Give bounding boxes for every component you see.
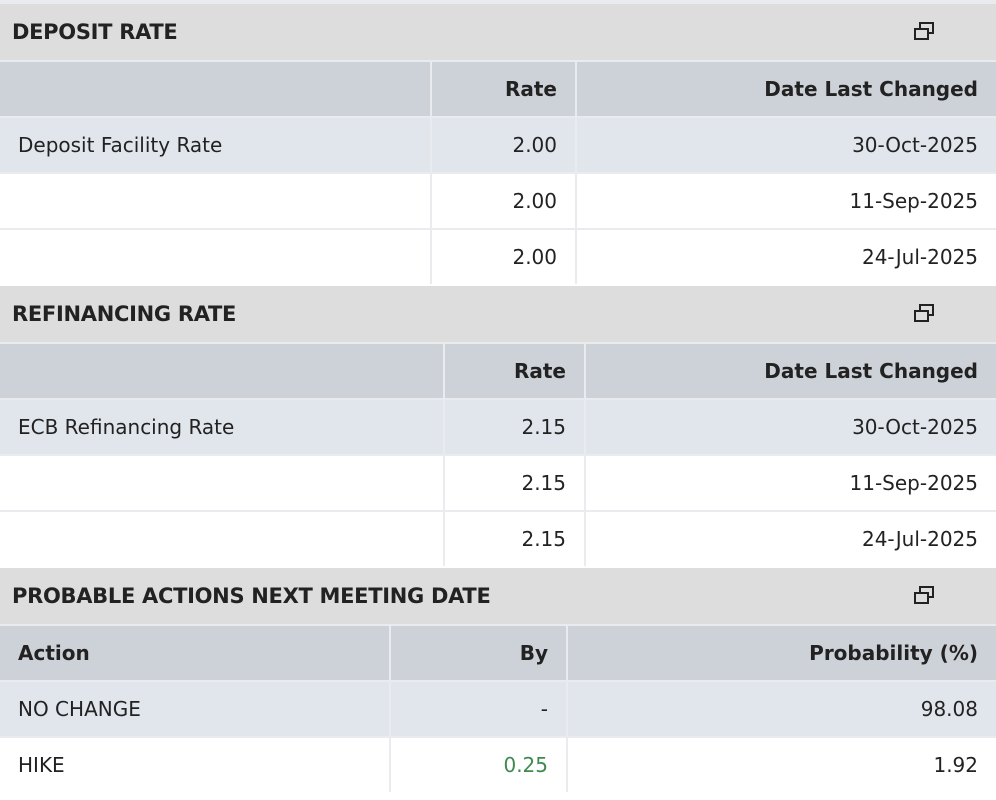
table-cell: 30-Oct-2025 [586, 400, 996, 454]
section-title: REFINANCING RATE [12, 302, 237, 326]
header-cell [0, 344, 443, 398]
table-cell [0, 230, 430, 284]
table-cell: 98.08 [568, 682, 996, 736]
section: PROBABLE ACTIONS NEXT MEETING DATE Action… [0, 568, 996, 792]
table-cell: 11-Sep-2025 [586, 456, 996, 510]
table: Rate Date Last Changed ECB Refinancing Rat… [0, 344, 996, 566]
header-cell: Date Last Changed [586, 344, 996, 398]
table-cell: 2.00 [432, 230, 575, 284]
table-cell: 2.15 [445, 456, 584, 510]
section-title: PROBABLE ACTIONS NEXT MEETING DATE [12, 584, 491, 608]
table-cell: 24-Jul-2025 [577, 230, 996, 284]
table-cell: 0.25 [391, 738, 566, 792]
table-cell: - [391, 682, 566, 736]
header-cell: Rate [432, 62, 575, 116]
table-cell: 24-Jul-2025 [586, 512, 996, 566]
header-cell: By [391, 626, 566, 680]
table-cell: 30-Oct-2025 [577, 118, 996, 172]
table-cell: ECB Refinancing Rate [0, 400, 443, 454]
table-cell: HIKE [0, 738, 389, 792]
title-bar: REFINANCING RATE [0, 286, 996, 344]
table-cell [0, 456, 443, 510]
table-cell: 2.15 [445, 400, 584, 454]
popout-icon[interactable] [912, 20, 936, 44]
header-cell: Probability (%) [568, 626, 996, 680]
table-cell: 1.92 [568, 738, 996, 792]
section-title: DEPOSIT RATE [12, 20, 178, 44]
header-cell: Date Last Changed [577, 62, 996, 116]
table: Rate Date Last Changed Deposit Facility Ra… [0, 62, 996, 284]
header-cell: Action [0, 626, 389, 680]
table-cell: Deposit Facility Rate [0, 118, 430, 172]
title-bar: DEPOSIT RATE [0, 4, 996, 62]
table-cell: 2.15 [445, 512, 584, 566]
table-cell [0, 512, 443, 566]
table: Action By Probability (%) NO CHANGE -98.08 HI… [0, 626, 996, 792]
header-cell: Rate [445, 344, 584, 398]
title-bar: PROBABLE ACTIONS NEXT MEETING DATE [0, 568, 996, 626]
popout-icon[interactable] [912, 584, 936, 608]
table-cell: 2.00 [432, 174, 575, 228]
popout-icon[interactable] [912, 302, 936, 326]
table-cell [0, 174, 430, 228]
table-cell: 11-Sep-2025 [577, 174, 996, 228]
table-cell: NO CHANGE [0, 682, 389, 736]
header-cell [0, 62, 430, 116]
table-cell: 2.00 [432, 118, 575, 172]
section: REFINANCING RATE Rate Date Last Changed ECB… [0, 286, 996, 566]
section: DEPOSIT RATE Rate Date Last Changed Deposit… [0, 4, 996, 284]
